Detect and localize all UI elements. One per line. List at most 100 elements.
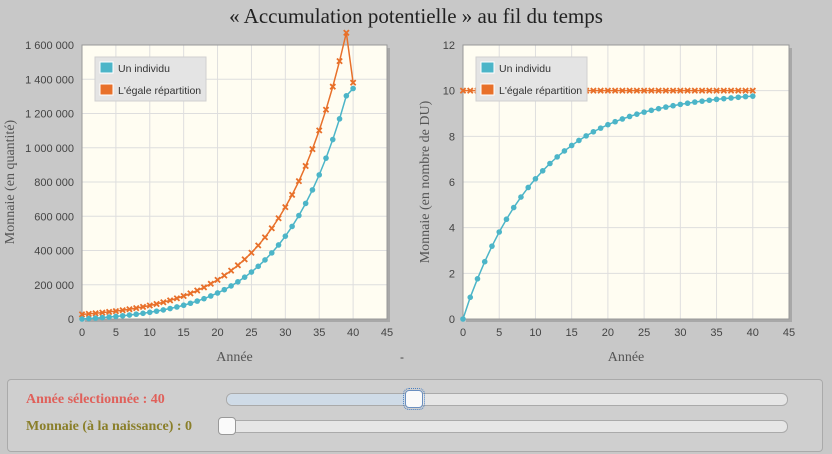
left-point-individual <box>187 300 194 307</box>
left-ytick-label: 1 000 000 <box>25 143 74 155</box>
left-yaxis-label: Monnaie (en quantité) <box>3 119 18 244</box>
right-point-individual <box>692 99 698 105</box>
left-point-equal <box>254 242 262 249</box>
left-point-equal <box>241 256 248 263</box>
left-xtick-label: 30 <box>279 327 291 339</box>
right-point-individual <box>619 116 626 122</box>
left-xtick-label: 35 <box>313 327 325 339</box>
left-point-equal <box>132 304 140 312</box>
left-point-individual <box>289 223 295 230</box>
right-point-equal <box>604 87 612 94</box>
left-plot-frame <box>81 44 388 320</box>
right-point-equal <box>611 87 619 94</box>
right-point-equal <box>590 87 597 94</box>
left-xtick-label: 15 <box>178 327 190 339</box>
left-point-individual <box>268 250 275 256</box>
right-point-individual <box>474 276 481 282</box>
right-point-individual <box>655 105 662 112</box>
right-point-individual <box>612 118 618 125</box>
left-point-equal <box>119 306 126 314</box>
birth-money-slider-handle[interactable] <box>218 417 236 435</box>
right-point-equal <box>749 87 757 94</box>
right-point-individual <box>597 125 604 131</box>
right-point-individual <box>547 160 553 167</box>
left-point-individual <box>160 307 167 313</box>
left-xtick-label: 5 <box>113 327 119 339</box>
right-point-individual <box>532 176 539 182</box>
left-xtick-label: 10 <box>144 327 156 339</box>
left-point-individual <box>262 257 268 263</box>
right-legend-swatch-1 <box>480 83 495 96</box>
left-point-individual <box>323 155 329 161</box>
right-xtick-label: 45 <box>783 327 795 339</box>
right-point-individual <box>583 133 589 139</box>
left-ytick-label: 200 000 <box>34 280 74 292</box>
left-ytick-label: 1 200 000 <box>25 109 74 121</box>
left-point-individual <box>235 278 241 285</box>
left-point-individual <box>350 85 356 92</box>
left-point-equal <box>227 267 235 274</box>
right-point-equal <box>727 87 735 94</box>
right-xtick-label: 10 <box>529 327 541 339</box>
left-point-equal <box>207 280 215 288</box>
left-point-equal <box>105 308 113 316</box>
left-point-individual <box>296 212 302 219</box>
right-point-individual <box>568 142 575 149</box>
left-xtick-label: 45 <box>381 327 393 339</box>
right-point-individual <box>518 194 524 200</box>
right-point-equal <box>619 87 626 94</box>
right-point-equal <box>669 87 677 94</box>
left-legend-swatch-1 <box>99 83 114 96</box>
right-ytick-label: 12 <box>443 40 455 52</box>
birth-money-slider[interactable] <box>218 417 788 435</box>
left-point-individual <box>133 311 140 318</box>
left-point-individual <box>146 309 153 316</box>
right-point-individual <box>554 154 560 160</box>
right-point-individual <box>496 229 503 235</box>
right-point-individual <box>489 243 495 249</box>
page-title: « Accumulation potentielle » au fil du t… <box>229 4 603 28</box>
right-point-individual <box>481 258 488 265</box>
left-point-equal <box>302 162 309 170</box>
left-point-equal <box>126 305 133 313</box>
left-point-individual <box>221 286 228 293</box>
right-ytick-label: 4 <box>449 223 455 235</box>
right-xaxis-label: Année <box>608 350 645 365</box>
birth-money-label: Monnaie (à la naissance) : 0 <box>26 419 193 434</box>
left-point-individual <box>99 314 106 321</box>
left-point-equal <box>85 310 93 318</box>
right-point-equal <box>655 87 662 94</box>
left-point-equal <box>153 300 160 308</box>
left-point-individual <box>92 315 99 321</box>
left-legend-label-1: L'égale répartition <box>118 85 201 97</box>
left-point-equal <box>295 177 303 185</box>
right-point-individual <box>590 128 597 135</box>
right-point-equal <box>684 87 691 94</box>
right-point-individual <box>735 94 742 101</box>
left-ytick-label: 400 000 <box>34 246 74 258</box>
left-point-individual <box>207 293 214 299</box>
left-point-equal <box>315 127 323 134</box>
left-point-individual <box>126 312 133 318</box>
right-ytick-label: 10 <box>443 86 455 98</box>
left-point-individual <box>113 313 119 320</box>
left-point-equal <box>92 310 99 317</box>
right-point-equal <box>698 87 706 94</box>
right-ytick-label: 0 <box>449 314 455 326</box>
left-point-individual <box>201 295 207 302</box>
selected-year-slider-handle[interactable] <box>403 388 426 410</box>
right-point-individual <box>721 95 727 102</box>
right-point-equal <box>713 87 720 94</box>
left-point-equal <box>268 225 276 232</box>
right-point-individual <box>634 111 640 117</box>
left-point-individual <box>153 308 160 314</box>
right-point-equal <box>633 87 641 94</box>
right-ytick-label: 2 <box>449 268 455 280</box>
selected-year-slider[interactable] <box>226 388 788 410</box>
right-plot-frame <box>462 44 790 320</box>
right-point-individual <box>663 104 669 110</box>
left-point-individual <box>316 172 323 178</box>
left-point-equal <box>139 303 147 311</box>
left-point-equal <box>112 307 120 315</box>
right-xtick-label: 5 <box>496 327 502 339</box>
